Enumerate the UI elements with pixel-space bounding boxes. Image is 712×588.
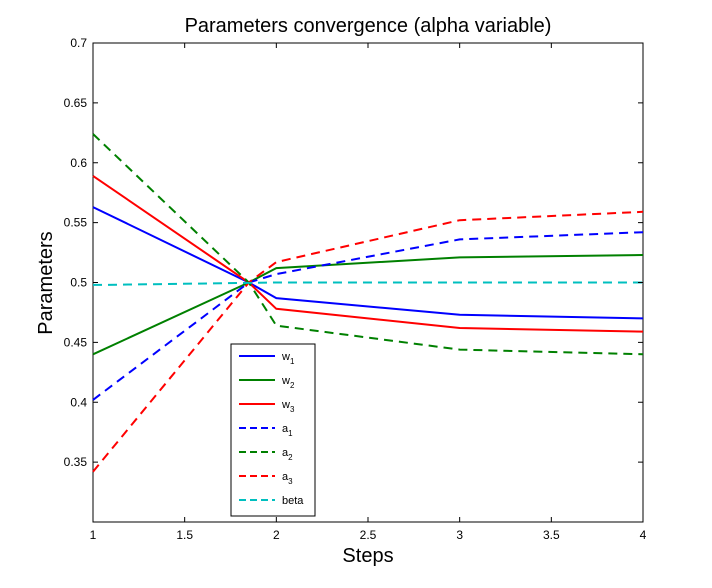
series-line-beta [93, 281, 643, 286]
y-tick-label: 0.7 [70, 36, 87, 50]
x-tick-label: 1.5 [176, 528, 193, 542]
y-tick-label: 0.35 [64, 455, 88, 469]
y-tick-label: 0.55 [64, 216, 88, 230]
legend-label-a3: a3 [282, 471, 293, 486]
series-line-w3 [92, 175, 644, 333]
legend-label-a2: a2 [282, 447, 293, 462]
series-line-w1 [92, 206, 644, 320]
tick-layer: 1 1.5 2 2.5 3 3.5 4 0.35 0.4 0.45 0.5 0.55 0.6 0.65 0.… [64, 36, 647, 542]
series-line-w2 [92, 254, 644, 356]
y-tick-label: 0.65 [64, 96, 88, 110]
legend-label-a1: a1 [282, 423, 293, 438]
series-layer [92, 133, 644, 473]
chart-title: Parameters convergence (alpha variable) [185, 15, 552, 37]
series-line-a1 [92, 231, 644, 401]
x-tick-label: 2.5 [360, 528, 377, 542]
series-line-a2 [92, 133, 644, 356]
legend-box [230, 343, 316, 517]
legend-label-beta: beta [282, 495, 304, 507]
y-tick-label: 0.45 [64, 335, 88, 349]
x-tick-label: 3 [456, 528, 463, 542]
x-axis-label: Steps [342, 545, 393, 567]
y-axis-label: Parameters [35, 231, 57, 334]
y-tick-label: 0.5 [70, 276, 87, 290]
plot-area: 1 1.5 2 2.5 3 3.5 4 0.35 0.4 0.45 0.5 0.55 0.6 0.65 0.… [64, 36, 647, 542]
x-tick-label: 3.5 [543, 528, 560, 542]
series-line-a3 [92, 210, 644, 473]
x-tick-label: 2 [273, 528, 280, 542]
y-tick-label: 0.4 [70, 395, 87, 409]
x-tick-label: 4 [640, 528, 647, 542]
x-tick-label: 1 [90, 528, 97, 542]
y-tick-label: 0.6 [70, 156, 87, 170]
